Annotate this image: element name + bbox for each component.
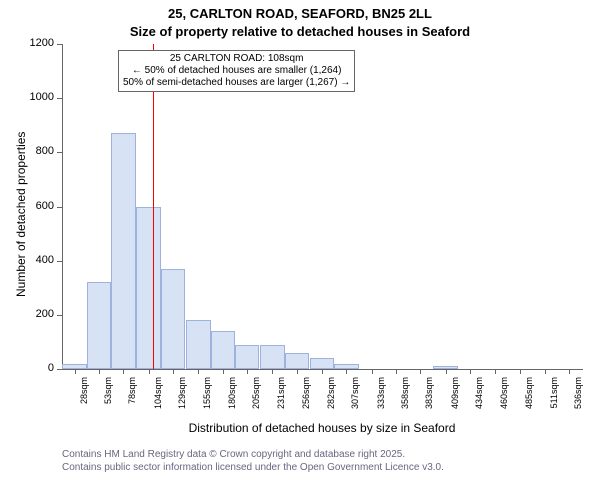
x-tick — [470, 369, 471, 374]
y-tick — [57, 152, 62, 153]
x-tick — [173, 369, 174, 374]
histogram-bar — [310, 358, 334, 369]
y-tick-label: 1000 — [0, 91, 54, 103]
x-tick — [446, 369, 447, 374]
y-axis-label: Number of detached properties — [14, 131, 28, 296]
y-tick-label: 200 — [0, 308, 54, 320]
annotation-line2: ← 50% of detached houses are smaller (1,… — [123, 65, 350, 77]
histogram-bar — [186, 320, 210, 369]
x-tick — [99, 369, 100, 374]
x-tick — [396, 369, 397, 374]
x-tick — [346, 369, 347, 374]
annotation-line1: 25 CARLTON ROAD: 108sqm — [123, 53, 350, 65]
histogram-bar — [87, 282, 111, 369]
x-tick — [545, 369, 546, 374]
x-tick — [322, 369, 323, 374]
histogram-bar — [211, 331, 235, 369]
histogram-bar — [285, 353, 309, 369]
x-tick — [372, 369, 373, 374]
histogram-bar — [260, 345, 284, 369]
y-tick — [57, 207, 62, 208]
x-tick — [297, 369, 298, 374]
y-tick — [57, 369, 62, 370]
y-tick — [57, 98, 62, 99]
chart-title-line2: Size of property relative to detached ho… — [0, 24, 600, 39]
x-tick — [223, 369, 224, 374]
footer-line2: Contains public sector information licen… — [62, 462, 444, 473]
x-tick — [520, 369, 521, 374]
histogram-bar — [136, 207, 160, 370]
histogram-bar — [111, 133, 135, 369]
x-tick — [420, 369, 421, 374]
x-tick — [569, 369, 570, 374]
y-tick — [57, 44, 62, 45]
footer-line1: Contains HM Land Registry data © Crown c… — [62, 449, 405, 460]
histogram-bar — [161, 269, 185, 369]
chart-title-line1: 25, CARLTON ROAD, SEAFORD, BN25 2LL — [0, 6, 600, 21]
y-tick — [57, 261, 62, 262]
annotation-box: 25 CARLTON ROAD: 108sqm← 50% of detached… — [118, 50, 355, 92]
x-tick — [495, 369, 496, 374]
x-tick — [272, 369, 273, 374]
y-tick — [57, 315, 62, 316]
annotation-line3: 50% of semi-detached houses are larger (… — [123, 77, 350, 89]
reference-line — [153, 44, 154, 369]
x-tick — [149, 369, 150, 374]
x-tick — [198, 369, 199, 374]
histogram-bar — [235, 345, 259, 369]
x-tick — [247, 369, 248, 374]
x-axis-label: Distribution of detached houses by size … — [62, 421, 582, 435]
x-tick — [123, 369, 124, 374]
x-tick — [75, 369, 76, 374]
y-tick-label: 0 — [0, 362, 54, 374]
y-tick-label: 1200 — [0, 37, 54, 49]
